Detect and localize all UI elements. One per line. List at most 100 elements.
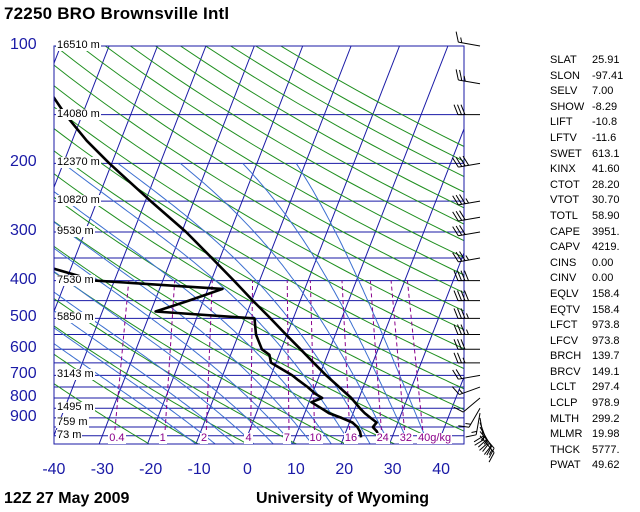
isotherm-line (0, 46, 12, 444)
parameter-row: SLON -97.41 (548, 70, 638, 86)
parameter-name: SWET (550, 147, 582, 160)
source-credit: University of Wyoming (256, 490, 430, 507)
height-label: 759 m (56, 415, 89, 428)
mixing-ratio-line (406, 280, 425, 444)
parameter-value: 973.8 (592, 334, 620, 347)
parameter-name: MLMR (550, 428, 583, 441)
mixing-ratio-label: 4 (244, 432, 253, 444)
mixing-ratio-line (250, 280, 254, 444)
height-label: 12370 m (56, 156, 101, 169)
parameter-name: TOTL (550, 209, 578, 222)
parameter-row: EQTV 158.4 (548, 304, 638, 320)
parameter-row: MLTH 299.2 (548, 413, 638, 429)
parameter-row: SWET 613.1 (548, 148, 638, 164)
temperature-tick-label: -10 (187, 461, 211, 478)
parameter-name: LCLP (550, 397, 578, 410)
wind-barb (453, 352, 480, 364)
parameter-name: CAPE (550, 225, 580, 238)
parameter-value: 139.7 (592, 350, 620, 363)
parameter-value: 299.2 (592, 412, 620, 425)
parameter-value: 973.8 (592, 319, 620, 332)
dry-adiabat-line (54, 353, 199, 444)
grid-lines (0, 46, 464, 444)
parameter-name: PWAT (550, 459, 581, 472)
mixing-ratio-label: 24 (375, 432, 390, 444)
parameter-value: 158.4 (592, 287, 620, 300)
dry-adiabat-line (54, 46, 464, 294)
moist-adiabat-line (242, 162, 410, 444)
wind-barb (452, 251, 481, 263)
wind-barb (453, 397, 481, 413)
dry-adiabat-line (54, 271, 346, 444)
parameter-name: CTOT (550, 178, 580, 191)
mixing-ratio-label: 40g/kg (417, 432, 453, 444)
dry-adiabat-line (54, 85, 464, 331)
dewpoint-profile (54, 267, 363, 438)
moist-adiabat-line (54, 190, 332, 444)
parameter-value: 158.4 (592, 303, 620, 316)
height-label: 16510 m (56, 39, 101, 51)
height-label: 9530 m (56, 224, 95, 237)
parameter-row: THCK 5777. (548, 444, 638, 460)
moist-adiabat-line (295, 163, 429, 444)
moist-adiabat-line (54, 221, 313, 444)
mixing-ratio-line (163, 280, 176, 444)
wind-barb (455, 31, 481, 47)
wind-barb (452, 155, 481, 168)
isotherm-line (340, 127, 464, 444)
parameter-value: 30.70 (592, 194, 620, 207)
moist-adiabat-line (54, 343, 197, 444)
dry-adiabat-line (54, 196, 464, 432)
mixing-ratio-line (286, 280, 290, 444)
parameter-name: EQLV (550, 287, 579, 300)
mixing-ratio-label: 16 (343, 432, 359, 444)
dry-adiabat-line (54, 127, 464, 370)
wind-barb (458, 407, 481, 428)
parameter-row: SLAT 25.91 (548, 54, 638, 70)
parameter-name: VTOT (550, 194, 580, 207)
parameter-value: -11.6 (592, 131, 617, 144)
parameter-row: SELV 7.00 (548, 85, 638, 101)
dry-adiabat-line (130, 46, 464, 242)
parameter-value: 4219. (592, 241, 620, 254)
parameter-name: KINX (550, 163, 576, 176)
parameter-row: BRCV 149.1 (548, 366, 638, 382)
moist-adiabat-line (54, 327, 216, 444)
pressure-tick-label: 100 (10, 36, 37, 53)
parameter-table: SLAT 25.91 SLON -97.41 SELV 7.00 SHOW -8.29 LIFT… (548, 54, 638, 475)
moist-adiabat-line (54, 247, 294, 444)
parameter-row: CINS 0.00 (548, 257, 638, 273)
mixing-ratio-line (205, 280, 213, 444)
wind-barb (452, 210, 481, 222)
parameter-name: THCK (550, 443, 580, 456)
temperature-tick-label: -20 (139, 461, 163, 478)
dry-adiabat-line (79, 46, 464, 276)
parameter-name: SELV (550, 85, 578, 98)
wind-barb (453, 270, 480, 282)
mixing-ratio-label: 7 (282, 432, 291, 444)
pressure-tick-label: 400 (10, 270, 37, 288)
dry-adiabat-line (54, 150, 464, 390)
parameter-value: 0.00 (592, 256, 614, 269)
parameter-name: LFTV (550, 131, 577, 144)
moist-adiabat-line (179, 162, 390, 444)
isotherm-line (389, 251, 464, 444)
parameter-row: CAPV 4219. (548, 241, 638, 257)
parameter-row: EQLV 158.4 (548, 288, 638, 304)
parameter-name: LIFT (550, 116, 573, 129)
parameter-name: MLTH (550, 412, 580, 425)
height-label: 10820 m (56, 194, 101, 207)
pressure-tick-label: 500 (10, 308, 37, 326)
temperature-tick-label: -40 (42, 461, 66, 478)
parameter-name: CINV (550, 272, 577, 285)
parameter-value: 3951. (592, 225, 620, 238)
temperature-tick-label: 40 (432, 461, 450, 478)
parameter-name: LFCT (550, 319, 578, 332)
parameter-name: LCLT (550, 381, 577, 394)
parameter-name: BRCH (550, 350, 582, 363)
wind-barb (455, 69, 481, 85)
temperature-profile (54, 95, 382, 439)
parameter-row: CTOT 28.20 (548, 179, 638, 195)
